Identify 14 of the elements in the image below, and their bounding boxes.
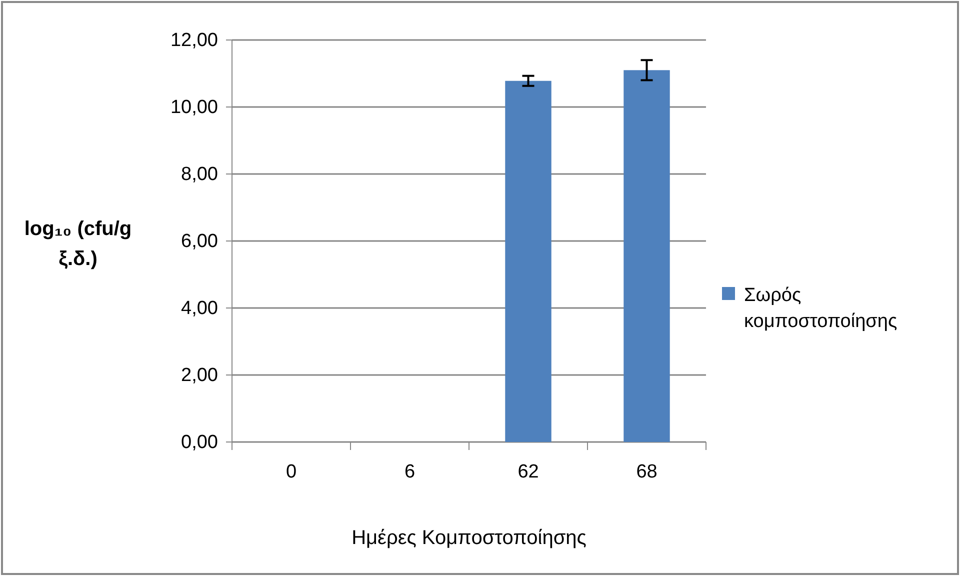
y-tick-label: 8,00 [181,164,218,186]
legend-label: Σωρός κομποστοποίησης [744,285,898,332]
x-axis-title: Ημέρες Κομποστοποίησης [352,527,587,549]
y-tick-label: 12,00 [170,30,218,52]
x-tick-label: 62 [518,461,539,482]
x-tick-label: 6 [404,461,416,482]
y-tick-label: 0,00 [181,432,218,454]
x-tick-label: 68 [636,461,658,482]
y-tick-label: 4,00 [181,298,218,320]
y-tick-label: 10,00 [170,97,218,118]
y-tick-label: 6,00 [181,231,218,252]
x-tick-label: 0 [286,461,297,482]
y-axis-title: log₁₀ (cfu/g ξ.δ.) [24,218,132,270]
y-tick-label: 2,00 [181,365,218,386]
